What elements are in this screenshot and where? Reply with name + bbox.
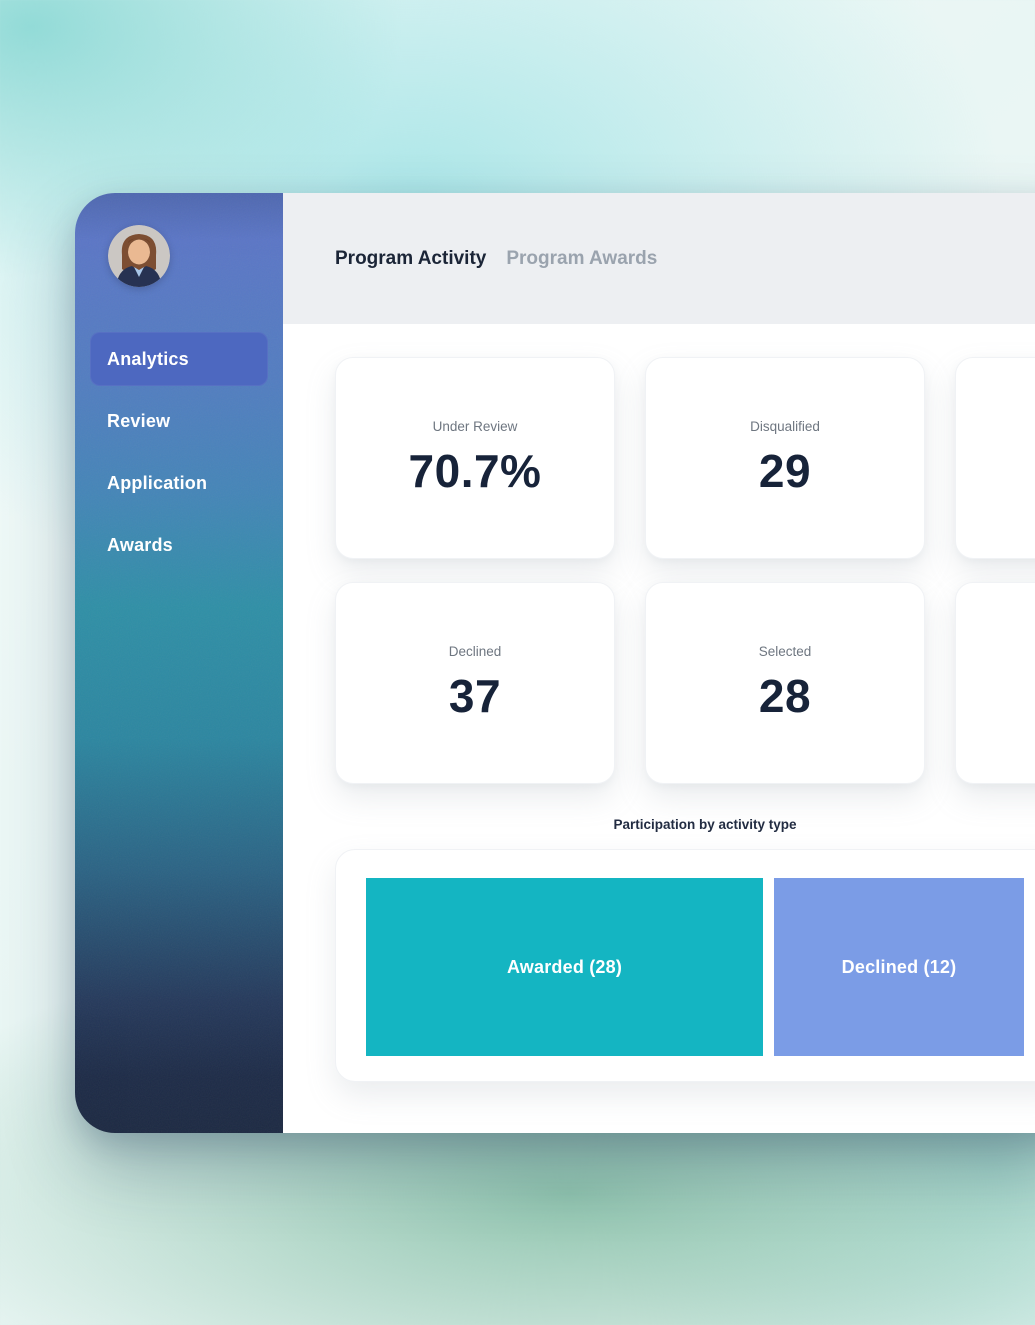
user-photo-avatar-icon	[108, 225, 170, 287]
sidebar-item-review[interactable]: Review	[107, 410, 171, 431]
stat-label: Under Review	[432, 418, 518, 434]
stat-card-under-review: Under Review 70.7%	[335, 357, 615, 559]
app-window: Analytics Review Application Awards Prog…	[75, 193, 1035, 1133]
bar-declined[interactable]: Declined (12)	[774, 878, 1024, 1056]
stat-value: 29	[758, 444, 812, 497]
stat-label: Disqualified	[750, 418, 820, 434]
stat-card-declined: Declined 37	[335, 582, 615, 784]
stat-card-selected: Selected 28	[645, 582, 925, 784]
participation-chart-card: Awarded (28) Declined (12)	[335, 849, 1035, 1082]
stat-card-partial-bottom	[955, 582, 1035, 784]
bar-awarded[interactable]: Awarded (28)	[366, 878, 763, 1056]
stats-grid: Under Review 70.7% Disqualified 29 Decli…	[283, 324, 1035, 784]
sidebar-item-awards[interactable]: Awards	[107, 534, 173, 555]
stat-label: Declined	[448, 643, 502, 659]
sidebar-item-application[interactable]: Application	[107, 472, 208, 493]
sidebar-item-analytics[interactable]: Analytics	[90, 332, 268, 386]
bar-awarded-label: Awarded (28)	[506, 956, 623, 977]
chart-title: Participation by activity type	[613, 817, 797, 832]
tabs-bar: Program Activity Program Awards	[283, 193, 1035, 324]
sidebar: Analytics Review Application Awards	[75, 193, 283, 1133]
user-avatar[interactable]	[108, 225, 170, 287]
sidebar-nav: Analytics Review Application Awards	[90, 332, 268, 580]
tab-program-awards[interactable]: Program Awards	[506, 247, 658, 269]
stat-card-partial-top	[955, 357, 1035, 559]
stat-value: 70.7%	[408, 444, 542, 497]
stat-value: 37	[448, 669, 502, 722]
tab-program-activity[interactable]: Program Activity	[335, 247, 487, 269]
main-content: Program Activity Program Awards Under Re…	[283, 193, 1035, 1133]
bar-declined-label: Declined (12)	[841, 956, 957, 977]
stat-label: Selected	[758, 643, 812, 659]
stat-value: 28	[758, 669, 812, 722]
stat-card-disqualified: Disqualified 29	[645, 357, 925, 559]
